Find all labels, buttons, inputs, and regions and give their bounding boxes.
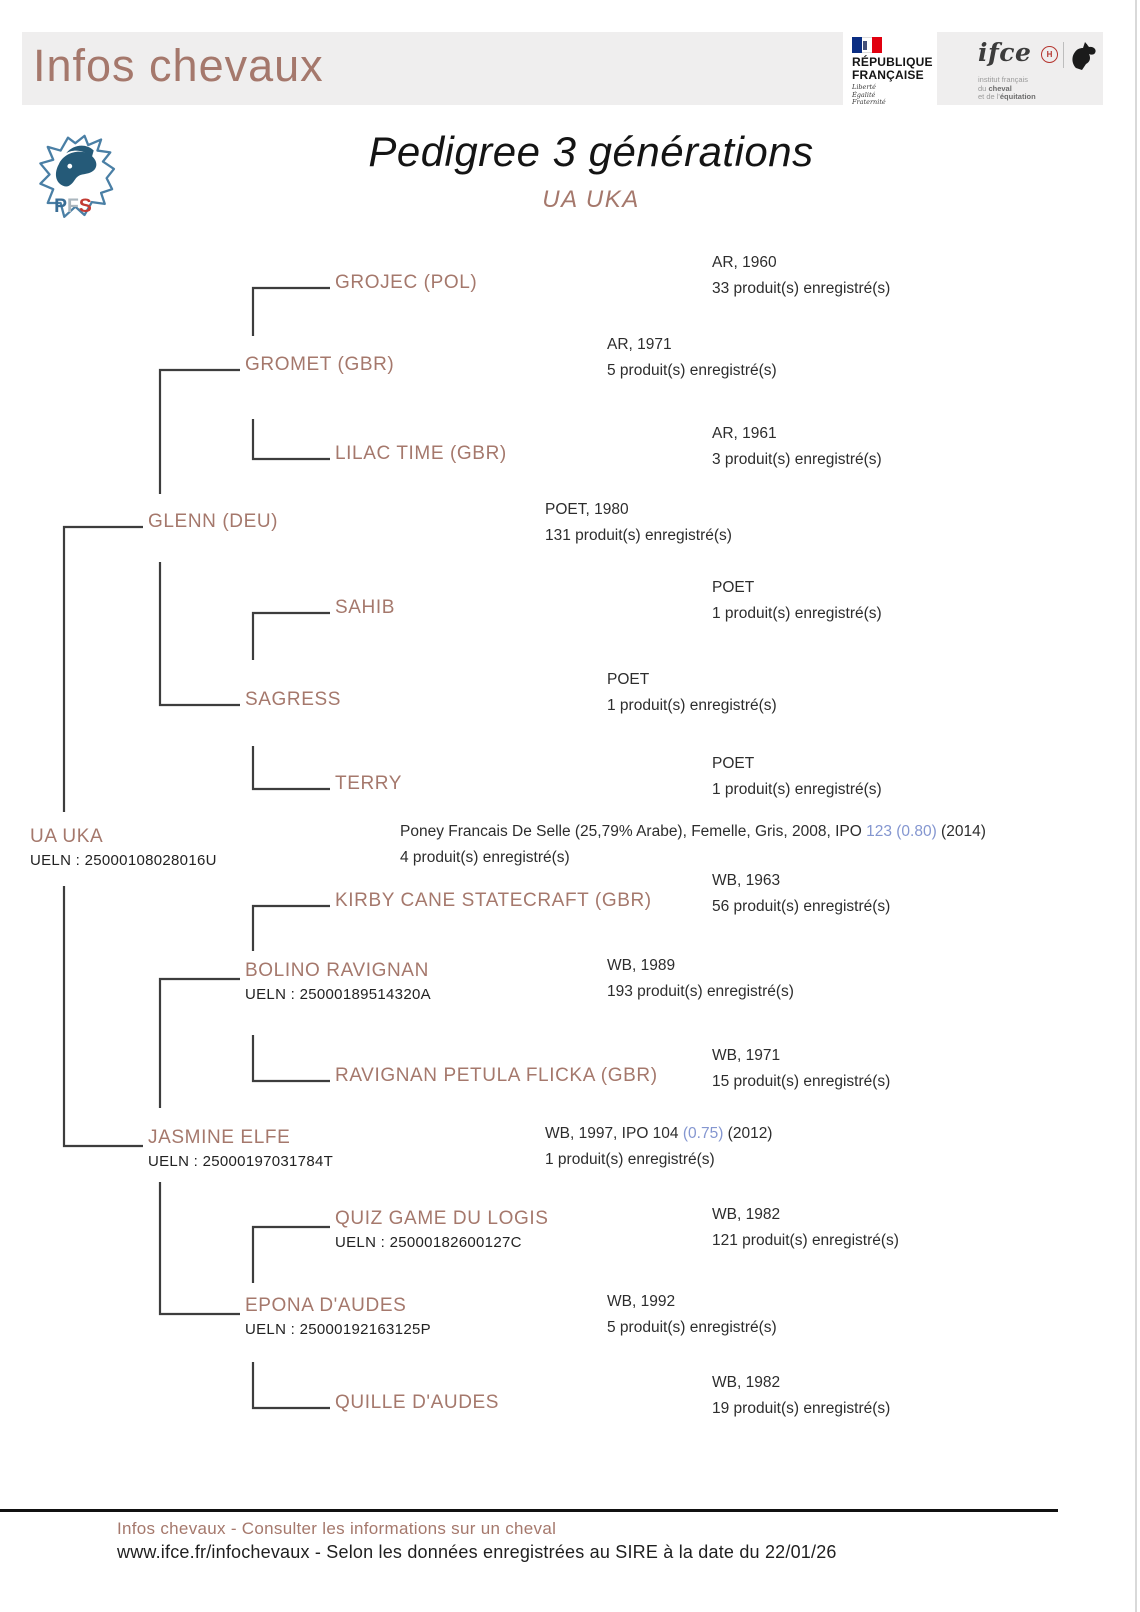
ifce-subtitle: institut français du cheval et de l'équi…: [978, 75, 1036, 101]
horse-details: WB, 1982 121 produit(s) enregistré(s): [712, 1206, 899, 1249]
horse-details: WB, 1997, IPO 104 (0.75) (2012) 1 produi…: [545, 1125, 773, 1168]
horse-details: POET 1 produit(s) enregistré(s): [712, 579, 882, 622]
pedigree-node: QUILLE D'AUDES: [335, 1392, 499, 1414]
horse-details: POET 1 produit(s) enregistré(s): [712, 755, 882, 798]
horse-name[interactable]: LILAC TIME (GBR): [335, 443, 507, 464]
pedigree-node: SAHIB: [335, 597, 395, 619]
horse-name[interactable]: QUIZ GAME DU LOGIS: [335, 1208, 549, 1229]
pedigree-node: QUIZ GAME DU LOGIS UELN : 25000182600127…: [335, 1208, 549, 1251]
app-title: Infos chevaux: [33, 40, 324, 91]
horse-details: POET 1 produit(s) enregistré(s): [607, 671, 777, 714]
horse-name[interactable]: GLENN (DEU): [148, 511, 279, 532]
pedigree-node: GLENN (DEU): [148, 511, 278, 533]
horse-details: Poney Francais De Selle (25,79% Arabe), …: [400, 823, 986, 866]
horse-ueln: UELN : 25000197031784T: [148, 1153, 334, 1170]
pedigree-node: GROJEC (POL): [335, 272, 477, 294]
svg-text:PFS: PFS: [54, 196, 92, 217]
horse-name[interactable]: UA UKA: [30, 826, 104, 847]
french-flag-icon: [852, 37, 882, 53]
horse-name[interactable]: RAVIGNAN PETULA FLICKA (GBR): [335, 1065, 658, 1086]
horse-name[interactable]: TERRY: [335, 773, 403, 794]
pfs-logo-icon: PFS: [39, 134, 116, 218]
ipo-index-link[interactable]: (0.75): [682, 1125, 724, 1142]
ipo-index-link[interactable]: 123 (0.80): [866, 823, 937, 840]
horse-details: POET, 1980 131 produit(s) enregistré(s): [545, 501, 732, 544]
page-title: Pedigree 3 générations: [368, 128, 814, 175]
ifce-h-circle-icon: H: [1041, 46, 1058, 63]
horse-details: AR, 1971 5 produit(s) enregistré(s): [607, 336, 777, 379]
horse-name[interactable]: QUILLE D'AUDES: [335, 1392, 500, 1413]
pedigree-node: BOLINO RAVIGNAN UELN : 25000189514320A: [245, 960, 431, 1003]
pedigree-node: SAGRESS: [245, 689, 341, 711]
horse-ueln: UELN : 25000108028016U: [30, 852, 217, 869]
horse-name[interactable]: SAHIB: [335, 597, 396, 618]
horse-name[interactable]: KIRBY CANE STATECRAFT (GBR): [335, 890, 652, 911]
pedigree-node: GROMET (GBR): [245, 354, 394, 376]
horse-name[interactable]: SAGRESS: [245, 689, 342, 710]
horse-name[interactable]: JASMINE ELFE: [148, 1127, 291, 1148]
pedigree-node-root: UA UKA UELN : 25000108028016U: [30, 826, 217, 869]
horse-name[interactable]: BOLINO RAVIGNAN: [245, 960, 429, 981]
horse-details: WB, 1971 15 produit(s) enregistré(s): [712, 1047, 891, 1090]
ifce-logo: ifce H institut français du cheval et de…: [975, 36, 1103, 102]
horse-details: WB, 1982 19 produit(s) enregistré(s): [712, 1374, 891, 1417]
horse-ueln: UELN : 25000189514320A: [245, 986, 431, 1003]
footer-divider: [0, 1509, 1058, 1512]
page-right-border: [1135, 0, 1137, 1612]
pedigree-node: EPONA D'AUDES UELN : 25000192163125P: [245, 1295, 431, 1338]
footer-source-url: www.ifce.fr/infochevaux - Selon les donn…: [117, 1542, 837, 1562]
horse-details: WB, 1989 193 produit(s) enregistré(s): [607, 957, 794, 1000]
horse-name[interactable]: GROJEC (POL): [335, 272, 478, 293]
horse-ueln: UELN : 25000192163125P: [245, 1321, 431, 1338]
horse-details: AR, 1961 3 produit(s) enregistré(s): [712, 425, 882, 468]
pedigree-node: JASMINE ELFE UELN : 25000197031784T: [148, 1127, 333, 1170]
horse-name[interactable]: EPONA D'AUDES: [245, 1295, 407, 1316]
pedigree-node: LILAC TIME (GBR): [335, 443, 507, 465]
horse-details: WB, 1992 5 produit(s) enregistré(s): [607, 1293, 777, 1336]
republique-motto: Liberté Égalité Fraternité: [852, 83, 886, 106]
footer-tagline: Infos chevaux - Consulter les informatio…: [117, 1519, 557, 1538]
republique-francaise-label: RÉPUBLIQUE FRANÇAISE: [852, 55, 933, 82]
ifce-horse-icon: [1072, 42, 1096, 70]
horse-details: AR, 1960 33 produit(s) enregistré(s): [712, 254, 891, 297]
ifce-divider: [1063, 42, 1064, 68]
horse-ueln: UELN : 25000182600127C: [335, 1234, 522, 1251]
pedigree-node: RAVIGNAN PETULA FLICKA (GBR): [335, 1065, 658, 1087]
page-subtitle-horse: UA UKA: [542, 186, 640, 213]
pedigree-node: KIRBY CANE STATECRAFT (GBR): [335, 890, 652, 912]
horse-name[interactable]: GROMET (GBR): [245, 354, 395, 375]
ifce-brand-text: ifce: [978, 38, 1032, 67]
republique-francaise-logo: RÉPUBLIQUE FRANÇAISE Liberté Égalité Fra…: [843, 32, 937, 106]
pedigree-node: TERRY: [335, 773, 402, 795]
horse-details: WB, 1963 56 produit(s) enregistré(s): [712, 872, 891, 915]
